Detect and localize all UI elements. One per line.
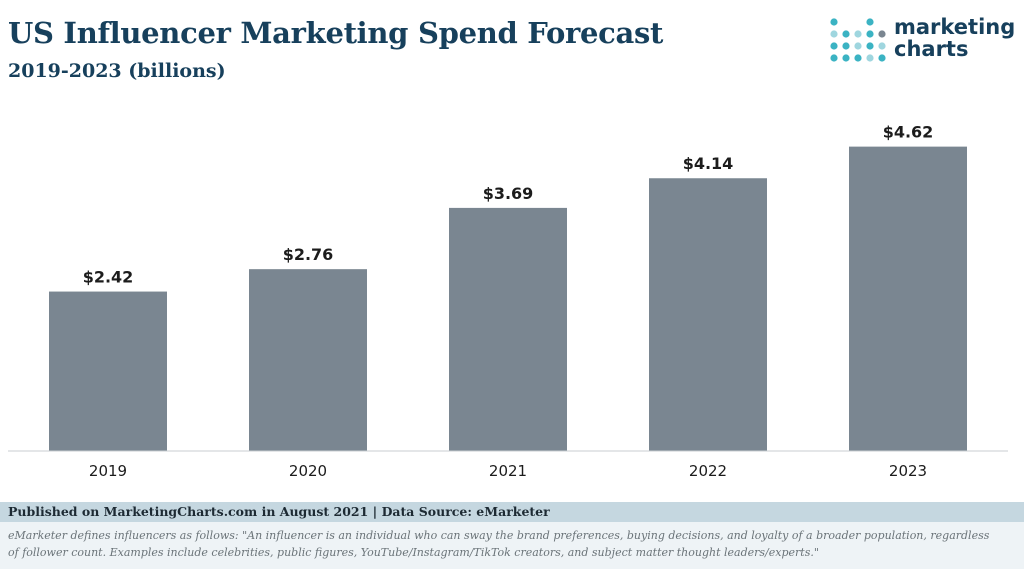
data-label-2023: $4.62 — [883, 123, 934, 142]
x-tick-label-2020: 2020 — [289, 462, 327, 480]
bar-2023 — [849, 146, 967, 451]
bar-2022 — [649, 178, 767, 451]
data-label-2021: $3.69 — [483, 184, 534, 203]
data-label-2019: $2.42 — [83, 268, 134, 287]
x-tick-label-2019: 2019 — [89, 462, 127, 480]
logo-line-2: charts — [894, 37, 969, 61]
data-label-2022: $4.14 — [683, 154, 734, 173]
bar-2019 — [49, 291, 167, 451]
logo-wordmark: marketing charts — [894, 16, 1015, 60]
data-label-2020: $2.76 — [283, 245, 334, 264]
source-text: Published on MarketingCharts.com in Augu… — [8, 504, 550, 519]
x-tick-label-2023: 2023 — [889, 462, 927, 480]
logo-line-1: marketing — [894, 15, 1016, 39]
chart-title: US Influencer Marketing Spend Forecast — [8, 16, 664, 50]
bar-2020 — [249, 269, 367, 451]
logo-dots-icon — [830, 18, 886, 62]
definition-text: eMarketer defines influencers as follows… — [8, 529, 990, 559]
definition-note: eMarketer defines influencers as follows… — [0, 522, 1024, 569]
bar-chart: $2.42 $2.76 $3.69 $4.14 $4.62 2019 2020 2021 20… — [8, 123, 1008, 480]
bar-2021 — [449, 207, 567, 451]
marketingcharts-logo: marketing charts — [828, 16, 1018, 70]
x-tick-label-2021: 2021 — [489, 462, 527, 480]
source-bar: Published on MarketingCharts.com in Augu… — [0, 502, 1024, 522]
x-tick-label-2022: 2022 — [689, 462, 727, 480]
chart-subtitle: 2019-2023 (billions) — [8, 60, 226, 82]
